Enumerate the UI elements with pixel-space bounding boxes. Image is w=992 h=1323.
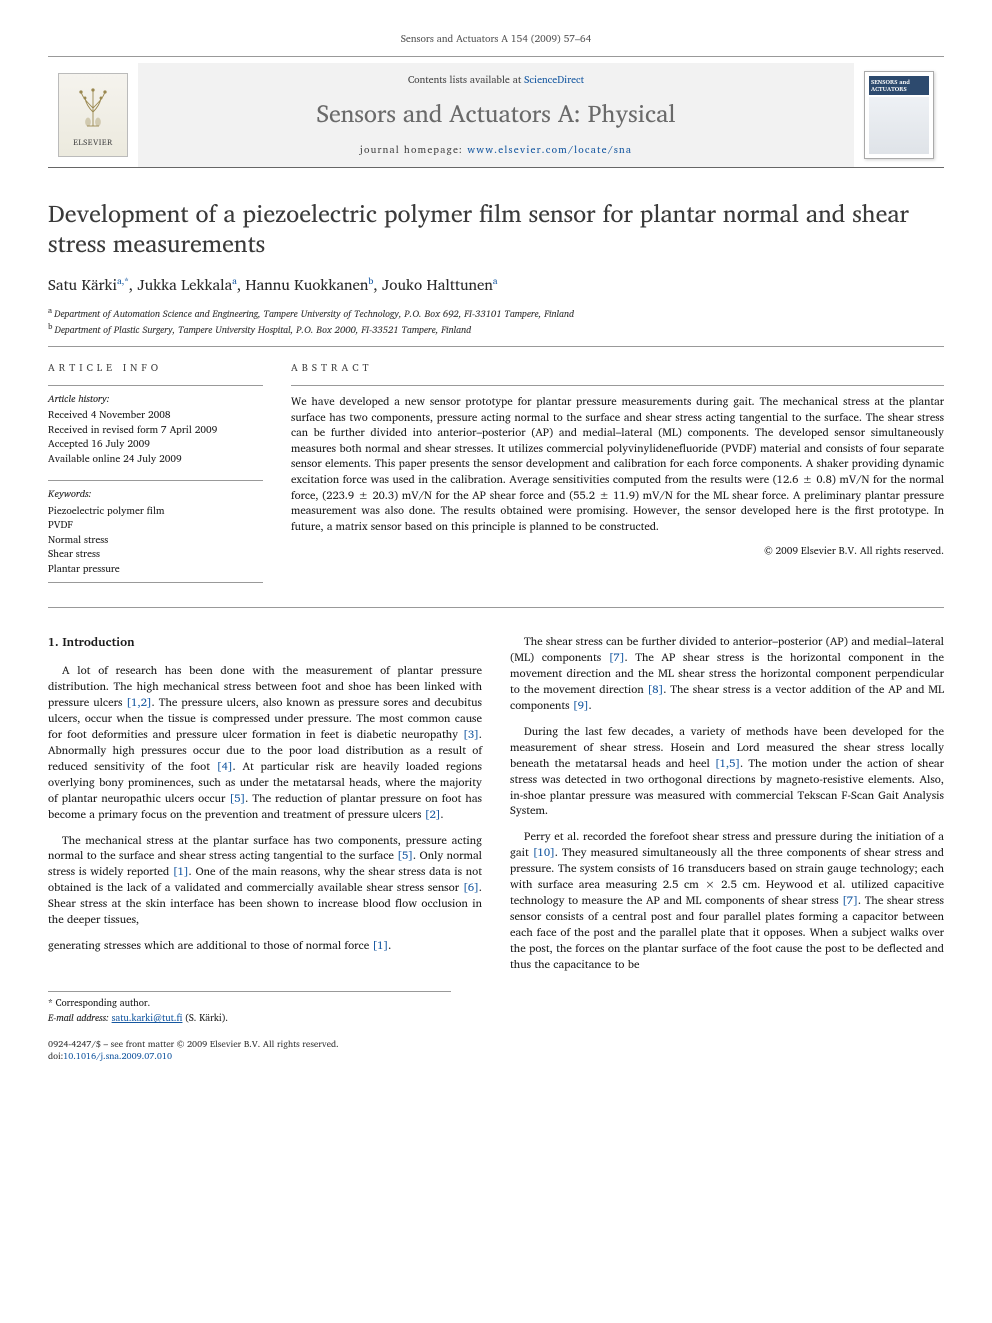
article-info-column: article info Article history: Received 4…	[48, 361, 263, 598]
journal-header-band: ELSEVIER Contents lists available at Sci…	[48, 63, 944, 168]
keyword-1: PVDF	[48, 518, 263, 533]
article-history-block: Article history: Received 4 November 200…	[48, 385, 263, 467]
journal-cover-body	[869, 97, 929, 154]
journal-homepage-link[interactable]: www.elsevier.com/locate/sna	[467, 142, 632, 158]
abstract-copyright: © 2009 Elsevier B.V. All rights reserved…	[291, 544, 944, 558]
author-3-marks: b	[368, 273, 373, 288]
keywords-block: Keywords: Piezoelectric polymer film PVD…	[48, 480, 263, 583]
email-link[interactable]: satu.karki@tut.fi	[112, 1011, 183, 1026]
author-3: Hannu Kuokkanen	[245, 272, 368, 297]
author-2-marks: a	[232, 273, 237, 288]
contents-prefix: Contents lists available at	[408, 72, 524, 88]
keyword-2: Normal stress	[48, 533, 263, 548]
elsevier-logo-cell: ELSEVIER	[48, 63, 138, 167]
body-p3: generating stresses which are additional…	[48, 938, 482, 954]
keyword-4: Plantar pressure	[48, 562, 263, 577]
body-columns: 1. Introduction A lot of research has be…	[48, 634, 944, 973]
history-0: Received 4 November 2008	[48, 408, 263, 423]
keywords-head: Keywords:	[48, 487, 263, 502]
author-1-marks: a,*	[117, 273, 129, 288]
homepage-line: journal homepage: www.elsevier.com/locat…	[360, 143, 632, 157]
abstract-heading: abstract	[291, 361, 944, 375]
history-3: Available online 24 July 2009	[48, 452, 263, 467]
affiliation-a: aDepartment of Automation Science and En…	[48, 305, 944, 321]
affil-mark-a: a	[48, 303, 52, 317]
author-4: Jouko Halttunen	[382, 272, 493, 297]
affil-mark-b: b	[48, 319, 52, 333]
header-center: Contents lists available at ScienceDirec…	[138, 63, 854, 167]
issn-line: 0924-4247/$ – see front matter © 2009 El…	[48, 1038, 944, 1050]
section-1-heading: 1. Introduction	[48, 634, 482, 651]
body-p5: During the last few decades, a variety o…	[510, 724, 944, 819]
history-2: Accepted 16 July 2009	[48, 437, 263, 452]
rule-under-affil	[48, 346, 944, 347]
body-p4: The shear stress can be further divided …	[510, 634, 944, 714]
keyword-3: Shear stress	[48, 547, 263, 562]
keyword-0: Piezoelectric polymer film	[48, 504, 263, 519]
article-info-heading: article info	[48, 361, 263, 375]
article-history-head: Article history:	[48, 392, 263, 407]
journal-cover-thumb: SENSORS and ACTUATORS	[864, 71, 934, 159]
author-4-marks: a	[493, 273, 498, 288]
elsevier-logo: ELSEVIER	[58, 73, 128, 157]
doi-row: doi:10.1016/j.sna.2009.07.010	[48, 1050, 944, 1062]
affil-text-b: Department of Plastic Surgery, Tampere U…	[54, 324, 471, 339]
affiliations: aDepartment of Automation Science and En…	[48, 305, 944, 338]
journal-cover-title: SENSORS and ACTUATORS	[869, 76, 929, 95]
doi-link[interactable]: 10.1016/j.sna.2009.07.010	[63, 1048, 172, 1063]
sciencedirect-link[interactable]: ScienceDirect	[524, 72, 584, 88]
footnotes: * Corresponding author. E-mail address: …	[48, 991, 451, 1026]
author-2: Jukka Lekkala	[137, 272, 232, 297]
email-label: E-mail address:	[48, 1011, 109, 1026]
body-p6: Perry et al. recorded the forefoot shear…	[510, 829, 944, 972]
history-1: Received in revised form 7 April 2009	[48, 423, 263, 438]
authors: Satu Kärkia,*, Jukka Lekkalaa, Hannu Kuo…	[48, 274, 944, 295]
journal-name: Sensors and Actuators A: Physical	[316, 97, 675, 131]
body-p2: The mechanical stress at the plantar sur…	[48, 833, 482, 928]
running-head: Sensors and Actuators A 154 (2009) 57–64	[48, 32, 944, 46]
rule-after-abstract	[48, 607, 944, 608]
abstract-column: abstract We have developed a new sensor …	[291, 361, 944, 598]
homepage-prefix: journal homepage:	[360, 142, 467, 158]
author-1: Satu Kärki	[48, 272, 117, 297]
affil-text-a: Department of Automation Science and Eng…	[54, 307, 574, 322]
email-who: (S. Kärki).	[185, 1011, 228, 1026]
email-row: E-mail address: satu.karki@tut.fi (S. Kä…	[48, 1013, 451, 1026]
article-title: Development of a piezoelectric polymer f…	[48, 198, 944, 258]
journal-cover-cell: SENSORS and ACTUATORS	[854, 63, 944, 167]
elsevier-brand-text: ELSEVIER	[73, 137, 113, 148]
info-abstract-row: article info Article history: Received 4…	[48, 361, 944, 598]
affiliation-b: bDepartment of Plastic Surgery, Tampere …	[48, 321, 944, 337]
meta-bottom: 0924-4247/$ – see front matter © 2009 El…	[48, 1038, 944, 1062]
doi-label: doi:	[48, 1048, 63, 1063]
corresponding-author: * Corresponding author.	[48, 998, 451, 1011]
elsevier-tree-icon	[73, 82, 113, 133]
abstract-text: We have developed a new sensor prototype…	[291, 385, 944, 534]
body-p1: A lot of research has been done with the…	[48, 663, 482, 822]
contents-line: Contents lists available at ScienceDirec…	[408, 73, 584, 87]
rule-top	[48, 56, 944, 57]
